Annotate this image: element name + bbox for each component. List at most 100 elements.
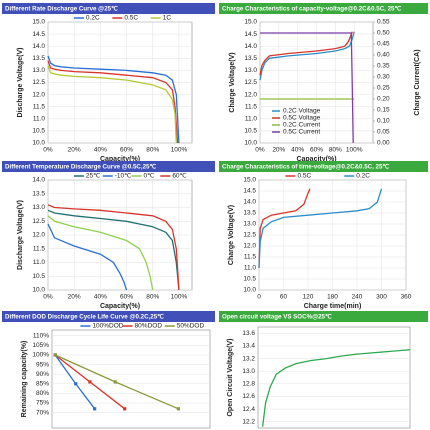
legend-label: -10℃ <box>115 173 132 180</box>
y2-tick-label: 0.35 <box>377 63 390 70</box>
y-tick-label: 110% <box>33 332 49 339</box>
legend-label: 0.2C <box>356 173 370 180</box>
y-tick-label: 14.0 <box>244 43 257 50</box>
y-tick-label: 12.6 <box>242 393 255 400</box>
y-tick-label: 11.5 <box>33 245 46 252</box>
x-tick-label: 20% <box>68 147 81 154</box>
x-tick-label: 300 <box>376 294 387 301</box>
legend-label: 100%DOD <box>92 323 123 330</box>
y-axis-label: Discharge Voltage(V) <box>17 200 24 270</box>
point <box>53 353 57 357</box>
x-axis-label: Capacity(%) <box>100 303 140 310</box>
y-tick-label: 15.0 <box>244 19 257 26</box>
series-line <box>258 188 383 269</box>
x-tick-label: 120 <box>303 294 314 301</box>
y-tick-label: 10.5 <box>244 128 257 135</box>
y-tick-label: 90% <box>36 371 49 378</box>
y2-tick-label: 0.15 <box>377 107 390 114</box>
y-tick-label: 12.0 <box>32 91 45 98</box>
y-tick-label: 14.0 <box>243 199 256 206</box>
y-axis-label: Discharge Voltage(V) <box>17 48 24 118</box>
y2-tick-label: 0.05 <box>377 129 390 136</box>
legend-label: 60℃ <box>172 173 187 180</box>
point <box>88 380 92 384</box>
y-tick-label: 11.0 <box>244 265 257 272</box>
x-tick-label: 80% <box>146 147 159 154</box>
point <box>113 380 117 384</box>
panel-header <box>2 3 215 14</box>
y-tick-label: 95% <box>36 361 49 368</box>
legend-label: 0.5C <box>297 173 311 180</box>
y-tick-label: 10.5 <box>32 128 45 135</box>
series-line <box>261 349 411 427</box>
x-tick-label: 60% <box>310 147 323 154</box>
panel-header <box>219 161 428 172</box>
chart-title: Charge Characteristics of time-voltage@0… <box>222 163 389 170</box>
point <box>93 407 97 411</box>
y-tick-label: 12.0 <box>32 232 45 239</box>
series-line <box>47 204 180 291</box>
legend-label: 0.2C <box>86 15 100 22</box>
panel-header <box>2 311 215 322</box>
x-tick-label: 0 <box>257 294 261 301</box>
y2-tick-label: 0.50 <box>377 30 390 37</box>
y-tick-label: 13.0 <box>32 204 45 211</box>
y-tick-label: 13.0 <box>244 67 257 74</box>
legend-label: 0.5C Voltage <box>283 115 321 122</box>
y-tick-label: 13.5 <box>32 55 45 62</box>
y-tick-label: 100% <box>32 352 49 359</box>
y2-tick-label: 0.25 <box>377 85 390 92</box>
y-tick-label: 12.5 <box>243 232 256 239</box>
y-tick-label: 10.0 <box>32 287 45 294</box>
x-tick-label: 100% <box>171 294 188 301</box>
y-tick-label: 14.5 <box>244 31 257 38</box>
x-tick-label: 60 <box>280 294 288 301</box>
legend-label: 0.2C Current <box>283 122 320 129</box>
x-tick-label: 0% <box>43 147 53 154</box>
y-tick-label: 12.5 <box>32 218 45 225</box>
legend-label: 0℃ <box>144 173 156 180</box>
x-tick-label: 360 <box>401 294 412 301</box>
legend-label: 25℃ <box>86 173 101 180</box>
y-tick-label: 11.5 <box>245 103 258 110</box>
legend-label: 0.2C Voltage <box>283 108 321 115</box>
y-tick-label: 11.0 <box>33 259 46 266</box>
y-axis-label: Open Circuit Voltage(V) <box>227 338 234 416</box>
y-tick-label: 13.0 <box>32 67 45 74</box>
x-tick-label: 180 <box>327 294 338 301</box>
point <box>74 382 78 386</box>
series-line <box>47 55 180 144</box>
x-tick-label: 40% <box>94 147 107 154</box>
y2-tick-label: 0.00 <box>377 140 390 147</box>
y-tick-label: 10.0 <box>243 287 256 294</box>
y-tick-label: 13.5 <box>32 190 45 197</box>
series-line <box>258 188 311 269</box>
y-tick-label: 10.0 <box>244 140 257 147</box>
y-tick-label: 12.0 <box>243 243 256 250</box>
plot-area <box>257 326 411 429</box>
x-tick-label: 40% <box>291 147 304 154</box>
y-tick-label: 13.2 <box>242 355 255 362</box>
y2-tick-label: 0.45 <box>377 41 390 48</box>
x-tick-label: 20% <box>272 147 285 154</box>
x-tick-label: 100% <box>346 147 363 154</box>
y-tick-label: 14.5 <box>32 31 45 38</box>
x-tick-label: 60% <box>120 294 133 301</box>
legend-label: 0.5C <box>124 15 138 22</box>
y-tick-label: 13.0 <box>243 221 256 228</box>
legend-label: 80%DOD <box>135 323 163 330</box>
x-tick-label: 40% <box>94 294 107 301</box>
x-axis-label: Capacity(%) <box>296 156 336 163</box>
panel-header <box>2 161 215 172</box>
y-axis-label: Remaining capacity(%) <box>21 341 28 418</box>
y2-tick-label: 0.20 <box>377 96 390 103</box>
x-tick-label: 80% <box>146 294 159 301</box>
panel-header <box>219 311 428 322</box>
y-tick-label: 14.0 <box>32 177 45 184</box>
y-tick-label: 12.4 <box>242 406 255 413</box>
x-tick-label: 20% <box>68 294 81 301</box>
y-tick-label: 10.0 <box>32 140 45 147</box>
legend-label: 50%DOD <box>177 323 205 330</box>
y-tick-label: 11.0 <box>245 116 258 123</box>
chart-title: Charge Characteristics of capacity-volta… <box>222 5 401 12</box>
